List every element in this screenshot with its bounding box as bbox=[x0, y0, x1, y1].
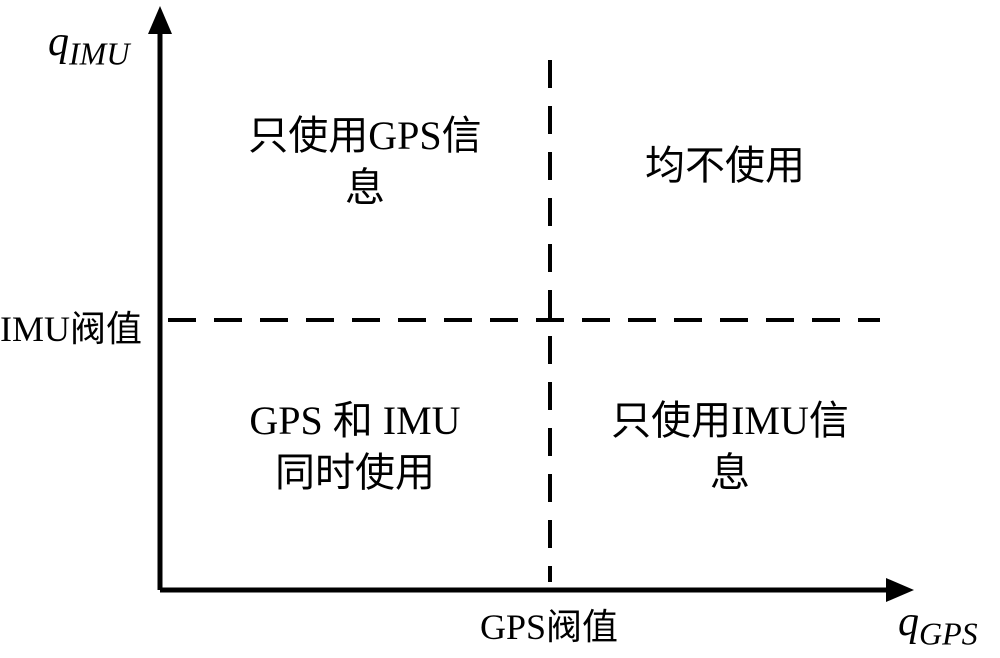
y-axis-arrow bbox=[148, 6, 172, 34]
quadrant-bottom-left: GPS 和 IMU 同时使用 bbox=[195, 395, 515, 499]
y-axis-sub: IMU bbox=[69, 35, 129, 71]
imu-threshold-label: IMU阀值 bbox=[0, 300, 142, 352]
x-axis-var: q bbox=[898, 599, 919, 645]
diagram-svg bbox=[0, 0, 1000, 658]
quadrant-top-right: 均不使用 bbox=[585, 140, 865, 192]
x-axis-label: qGPS bbox=[898, 598, 978, 652]
y-axis-label: qIMU bbox=[48, 18, 129, 72]
quadrant-top-left: 只使用GPS信 息 bbox=[215, 110, 515, 214]
y-axis-var: q bbox=[48, 19, 69, 65]
quadrant-bottom-right: 只使用IMU信 息 bbox=[585, 395, 875, 499]
x-axis-sub: GPS bbox=[919, 615, 978, 651]
gps-threshold-label: GPS阀值 bbox=[480, 598, 618, 650]
